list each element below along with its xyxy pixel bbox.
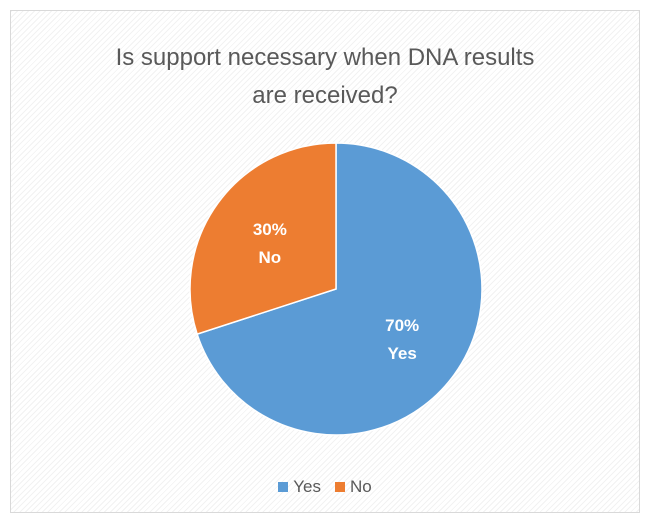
pie-labels: 70% Yes 30% No — [253, 220, 419, 363]
legend-item-yes: Yes — [278, 477, 321, 497]
legend-swatch-no — [335, 482, 345, 492]
data-label-yes-percent: 70% — [385, 316, 419, 335]
pie-chart: 70% Yes 30% No — [189, 142, 483, 436]
pie-slice-yes — [196, 142, 483, 436]
data-label-no-category: No — [259, 248, 282, 267]
chart-title: Is support necessary when DNA results ar… — [115, 44, 535, 109]
chart-area: Is support necessary when DNA results ar… — [10, 10, 640, 513]
legend-swatch-yes — [278, 482, 289, 492]
legend-item-no: No — [335, 477, 372, 497]
data-label-yes-category: Yes — [387, 344, 416, 363]
pie-slices — [189, 142, 483, 436]
data-label-no-percent: 30% — [253, 220, 287, 239]
legend: Yes No — [11, 477, 639, 497]
pie-slice-no — [189, 142, 337, 336]
legend-label-no: No — [350, 477, 372, 496]
legend-label-yes: Yes — [293, 477, 321, 496]
